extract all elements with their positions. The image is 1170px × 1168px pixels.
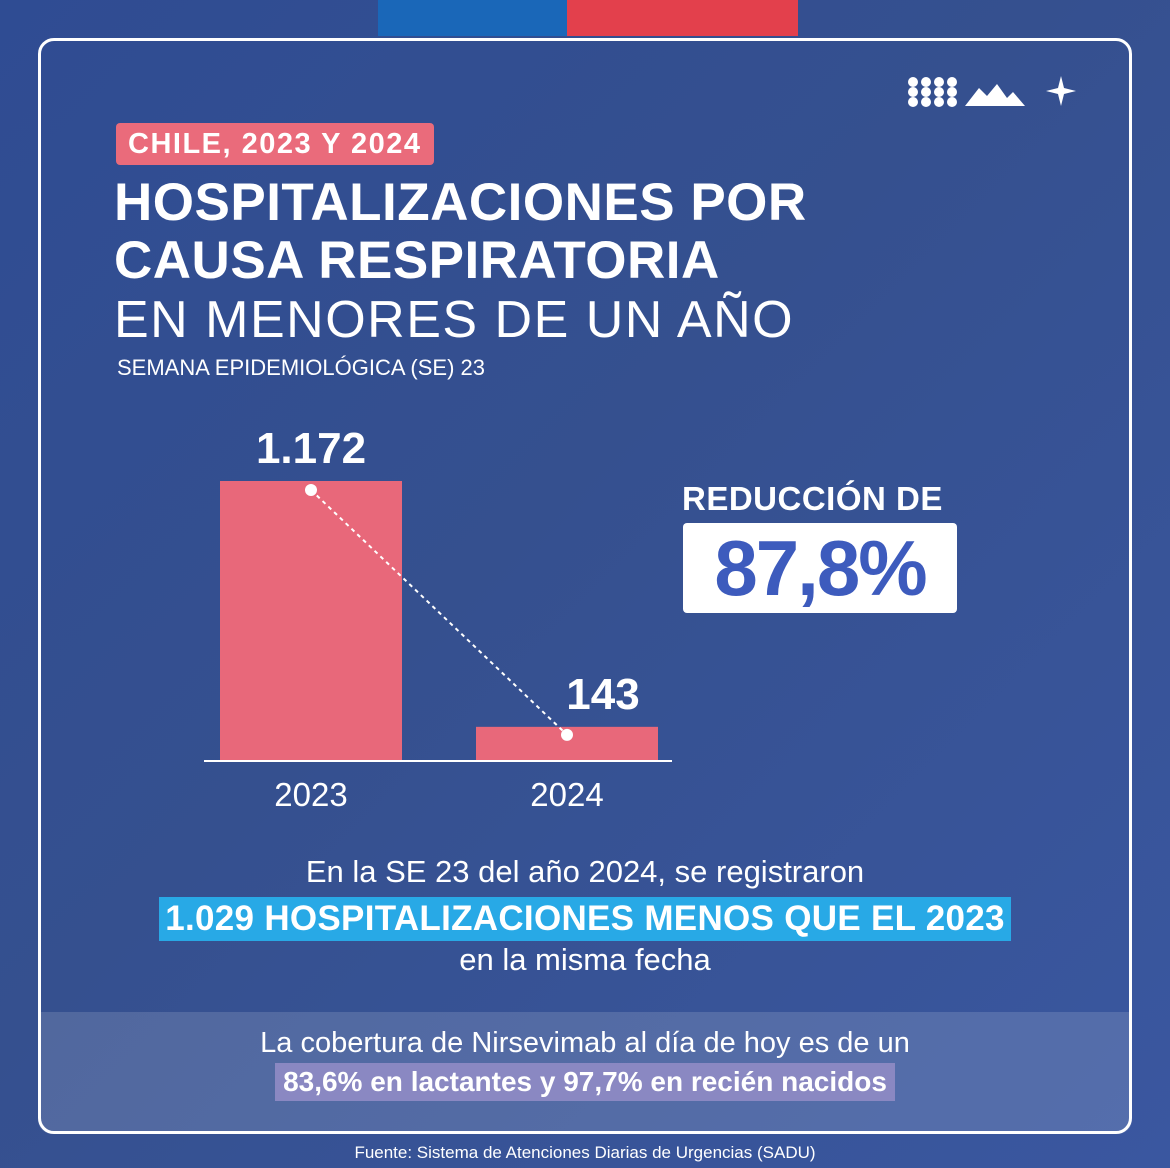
coverage-highlight: 83,6% en lactantes y 97,7% en recién nac… bbox=[0, 1063, 1170, 1101]
x-tick-label-2024: 2024 bbox=[530, 776, 603, 813]
coverage-line-1: La cobertura de Nirsevimab al día de hoy… bbox=[260, 1027, 910, 1059]
location-year-tag: CHILE, 2023 Y 2024 bbox=[116, 123, 434, 165]
summary-line-2: 1.029 HOSPITALIZACIONES MENOS QUE EL 202… bbox=[159, 897, 1011, 941]
summary-highlight: 1.029 HOSPITALIZACIONES MENOS QUE EL 202… bbox=[0, 897, 1170, 941]
title-line-2: CAUSA RESPIRATORIA bbox=[114, 231, 720, 290]
content-frame bbox=[38, 38, 1132, 1134]
title-line-1: HOSPITALIZACIONES POR bbox=[114, 173, 807, 232]
coverage-line-2: 83,6% en lactantes y 97,7% en recién nac… bbox=[275, 1063, 895, 1101]
government-logo-icon bbox=[908, 76, 1076, 107]
x-tick-label-2023: 2023 bbox=[274, 776, 347, 813]
connector-point-2023 bbox=[305, 484, 317, 496]
flag-stripe-blue bbox=[378, 0, 567, 36]
page-subtitle: EN MENORES DE UN AÑO bbox=[114, 291, 795, 349]
reduction-label: REDUCCIÓN DE bbox=[682, 480, 943, 517]
summary-line-1: En la SE 23 del año 2024, se registraron bbox=[305, 854, 865, 889]
flag-stripe-red bbox=[567, 0, 798, 36]
page-title: HOSPITALIZACIONES POR CAUSA RESPIRATORIA bbox=[114, 174, 807, 290]
data-label-2024: 143 bbox=[566, 670, 639, 719]
summary-line-3: en la misma fecha bbox=[459, 942, 711, 977]
reduction-value: 87,8% bbox=[683, 523, 957, 613]
source-note: Fuente: Sistema de Atenciones Diarias de… bbox=[354, 1143, 816, 1162]
data-label-2023: 1.172 bbox=[256, 424, 366, 473]
trend-connector-line bbox=[310, 489, 568, 736]
connector-point-2024 bbox=[561, 728, 573, 741]
bar-2023 bbox=[220, 481, 402, 761]
epidemiological-week: SEMANA EPIDEMIOLÓGICA (SE) 23 bbox=[117, 355, 485, 380]
